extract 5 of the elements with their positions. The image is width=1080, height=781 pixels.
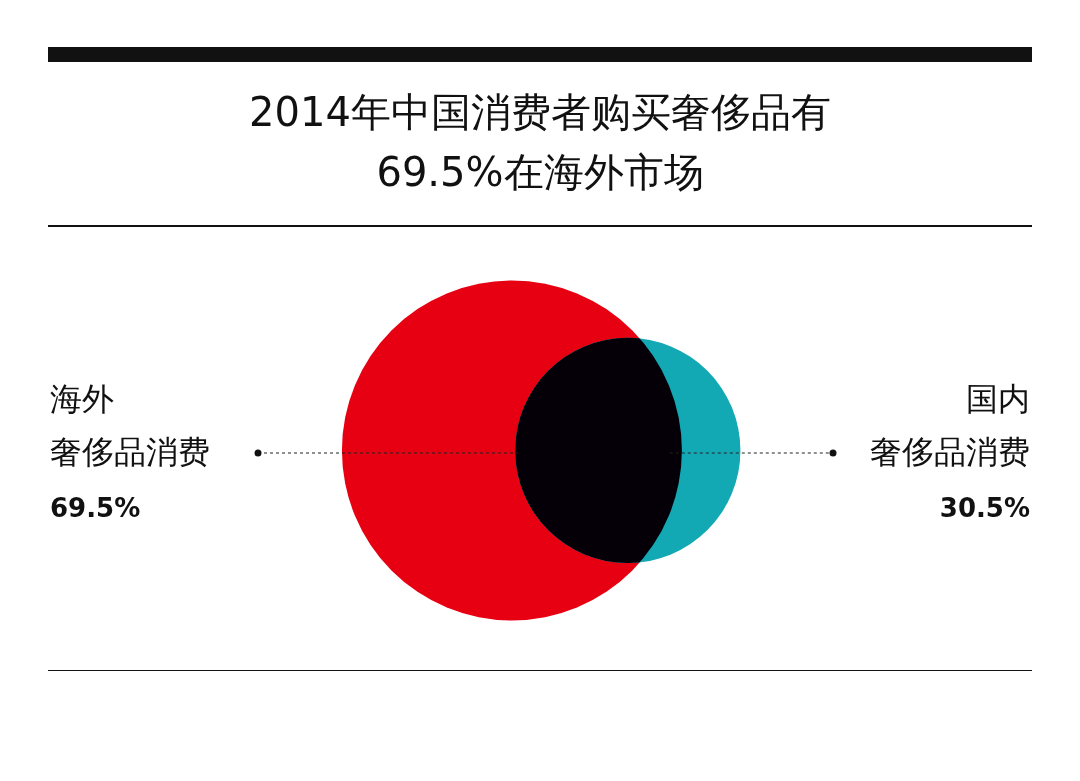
category-label: 海外奢侈品消费: [50, 380, 210, 472]
data-label: 30.5%: [939, 492, 1030, 523]
text: 2014年中国消费者购买奢侈品有69.5%在海外市场: [248, 88, 832, 197]
data-label: 69.5%: [50, 492, 141, 523]
category-label: 国内奢侈品消费: [870, 380, 1030, 472]
